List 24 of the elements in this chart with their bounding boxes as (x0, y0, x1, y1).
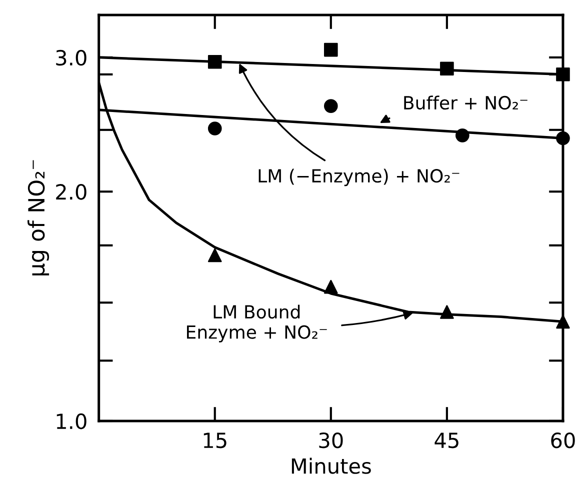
point (440, 305, 454, 319)
point (324, 99, 338, 113)
point (556, 314, 570, 329)
annotation: LM Bound Enzyme + NO₂⁻ (187, 304, 327, 342)
x-tick-label: 15 (204, 432, 226, 448)
x-tick-label: 30 (319, 432, 343, 448)
y-axis-title: μg of NO₂⁻ (28, 160, 50, 276)
annotation: LM (−Enzyme) + NO₂⁻ (258, 168, 460, 186)
x-axis-title: Minutes (292, 458, 371, 474)
point (208, 122, 222, 136)
y-tick-label: 3.0 (56, 50, 86, 66)
point (556, 67, 570, 82)
point (556, 131, 570, 146)
point (456, 128, 470, 142)
annotation: Buffer + NO₂⁻ (404, 96, 528, 110)
point (208, 248, 222, 262)
x-tick-label: 45 (434, 432, 458, 448)
point (440, 62, 454, 76)
x-tick-label: 60 (551, 432, 575, 448)
point (208, 54, 222, 69)
point (324, 42, 338, 57)
point (324, 280, 338, 294)
y-tick-label: 1.0 (56, 413, 86, 430)
y-tick-label: 2.0 (56, 184, 86, 200)
